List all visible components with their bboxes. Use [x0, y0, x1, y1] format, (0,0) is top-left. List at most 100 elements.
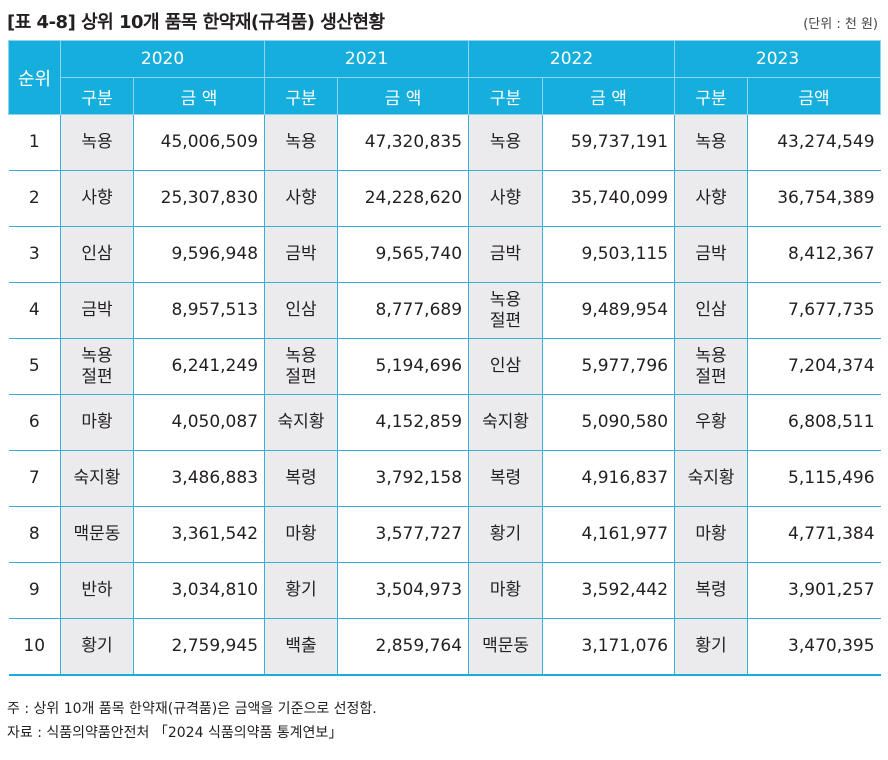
- header-year: 2020: [59, 40, 266, 78]
- category-cell: 황기: [674, 618, 749, 676]
- amount-cell: 7,677,735: [747, 282, 881, 339]
- amount-cell: 9,596,948: [132, 226, 266, 283]
- header-amount: 금 액: [337, 77, 470, 115]
- table-row: 9 반하 3,034,810 황기 3,504,973 마황 3,592,442 복령 3,90…: [8, 562, 881, 619]
- amount-cell: 3,792,158: [337, 450, 470, 507]
- amount-cell: 3,361,542: [132, 506, 266, 563]
- rank-cell: 3: [8, 226, 61, 283]
- category-cell: 녹용 절편: [60, 338, 134, 395]
- header-category: 구분: [468, 77, 544, 115]
- rank-cell: 8: [8, 506, 61, 563]
- header-year: 2021: [264, 40, 470, 78]
- rank-cell: 6: [8, 394, 61, 451]
- amount-cell: 9,565,740: [337, 226, 470, 283]
- production-table: 순위 2020 2021 2022 2023 구분 금 액 구분 금 액 구분 …: [8, 40, 882, 676]
- table-row: 2 사향 25,307,830 사향 24,228,620 사향 35,740,099 사향 3…: [8, 170, 881, 227]
- amount-cell: 3,171,076: [542, 618, 676, 676]
- amount-cell: 35,740,099: [542, 170, 676, 227]
- amount-cell: 2,859,764: [337, 618, 470, 676]
- amount-cell: 7,204,374: [747, 338, 881, 395]
- amount-cell: 5,194,696: [337, 338, 470, 395]
- rank-cell: 5: [8, 338, 61, 395]
- category-cell: 녹용: [674, 114, 749, 171]
- category-cell: 사향: [264, 170, 339, 227]
- table-row: 6 마황 4,050,087 숙지황 4,152,859 숙지황 5,090,580 우황 6,…: [8, 394, 881, 451]
- header-year: 2023: [674, 40, 882, 78]
- header-amount: 금액: [747, 77, 882, 115]
- notes: 주 : 상위 10개 품목 한약재(규격품)은 금액을 기준으로 선정함. 자료…: [7, 697, 377, 745]
- rank-cell: 4: [8, 282, 61, 339]
- rank-cell: 7: [8, 450, 61, 507]
- table-row: 7 숙지황 3,486,883 복령 3,792,158 복령 4,916,837 숙지황 5,…: [8, 450, 881, 507]
- category-cell: 맥문동: [468, 618, 544, 676]
- category-cell: 녹용: [60, 114, 134, 171]
- amount-cell: 8,957,513: [132, 282, 266, 339]
- amount-cell: 3,504,973: [337, 562, 470, 619]
- category-cell: 금박: [264, 226, 339, 283]
- category-cell: 숙지황: [60, 450, 134, 507]
- amount-cell: 5,115,496: [747, 450, 881, 507]
- category-cell: 녹용: [264, 114, 339, 171]
- header-category: 구분: [60, 77, 134, 115]
- category-cell: 마황: [468, 562, 544, 619]
- category-cell: 복령: [468, 450, 544, 507]
- category-cell: 복령: [674, 562, 749, 619]
- unit-label: (단위 : 천 원): [803, 17, 878, 32]
- category-cell: 맥문동: [60, 506, 134, 563]
- amount-cell: 5,977,796: [542, 338, 676, 395]
- header-amount: 금 액: [132, 77, 266, 115]
- table-row: 10 황기 2,759,945 백출 2,859,764 맥문동 3,171,076 황기 3,…: [8, 618, 881, 676]
- source-text: 자료 : 식품의약품안전처 「2024 식품의약품 통계연보」: [7, 725, 343, 741]
- amount-cell: 25,307,830: [132, 170, 266, 227]
- header-year: 2022: [468, 40, 676, 78]
- amount-cell: 3,470,395: [747, 618, 881, 676]
- amount-cell: 59,737,191: [542, 114, 676, 171]
- category-cell: 마황: [60, 394, 134, 451]
- category-cell: 인삼: [674, 282, 749, 339]
- amount-cell: 4,916,837: [542, 450, 676, 507]
- category-cell: 인삼: [468, 338, 544, 395]
- amount-cell: 45,006,509: [132, 114, 266, 171]
- category-cell: 황기: [264, 562, 339, 619]
- table-title: [표 4-8] 상위 10개 품목 한약재(규격품) 생산현황: [7, 12, 385, 33]
- category-cell: 복령: [264, 450, 339, 507]
- amount-cell: 5,090,580: [542, 394, 676, 451]
- amount-cell: 3,592,442: [542, 562, 676, 619]
- table-row: 4 금박 8,957,513 인삼 8,777,689 녹용 절편 9,489,954 인삼 7…: [8, 282, 881, 339]
- amount-cell: 3,486,883: [132, 450, 266, 507]
- table-row: 3 인삼 9,596,948 금박 9,565,740 금박 9,503,115 금박 8,41…: [8, 226, 881, 283]
- table-row: 1 녹용 45,006,509 녹용 47,320,835 녹용 59,737,191 녹용 4…: [8, 114, 881, 171]
- table-row: 5 녹용 절편 6,241,249 녹용 절편 5,194,696 인삼 5,977,796…: [8, 338, 881, 395]
- category-cell: 녹용 절편: [468, 282, 544, 339]
- amount-cell: 3,901,257: [747, 562, 881, 619]
- amount-cell: 47,320,835: [337, 114, 470, 171]
- rank-cell: 10: [8, 618, 61, 676]
- amount-cell: 4,771,384: [747, 506, 881, 563]
- category-cell: 녹용: [468, 114, 544, 171]
- header-amount: 금 액: [542, 77, 676, 115]
- amount-cell: 6,241,249: [132, 338, 266, 395]
- amount-cell: 8,777,689: [337, 282, 470, 339]
- table-row: 8 맥문동 3,361,542 마황 3,577,727 황기 4,161,977 마황 4,7…: [8, 506, 881, 563]
- amount-cell: 4,161,977: [542, 506, 676, 563]
- category-cell: 인삼: [60, 226, 134, 283]
- header-category: 구분: [264, 77, 339, 115]
- category-cell: 사향: [468, 170, 544, 227]
- amount-cell: 6,808,511: [747, 394, 881, 451]
- category-cell: 인삼: [264, 282, 339, 339]
- amount-cell: 43,274,549: [747, 114, 881, 171]
- category-cell: 금박: [60, 282, 134, 339]
- rank-cell: 9: [8, 562, 61, 619]
- category-cell: 숙지황: [674, 450, 749, 507]
- category-cell: 우황: [674, 394, 749, 451]
- category-cell: 사향: [60, 170, 134, 227]
- amount-cell: 4,050,087: [132, 394, 266, 451]
- category-cell: 녹용 절편: [674, 338, 749, 395]
- amount-cell: 3,034,810: [132, 562, 266, 619]
- rank-cell: 2: [8, 170, 61, 227]
- category-cell: 마황: [264, 506, 339, 563]
- amount-cell: 9,489,954: [542, 282, 676, 339]
- category-cell: 백출: [264, 618, 339, 676]
- amount-cell: 3,577,727: [337, 506, 470, 563]
- category-cell: 숙지황: [468, 394, 544, 451]
